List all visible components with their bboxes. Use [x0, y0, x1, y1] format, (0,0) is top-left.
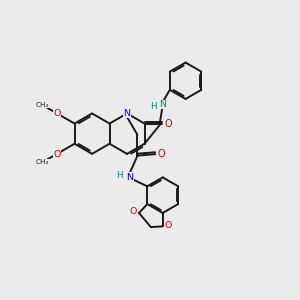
Text: H: H [150, 101, 157, 110]
Text: N: N [160, 100, 167, 109]
Text: O: O [53, 149, 61, 158]
Text: N: N [127, 173, 134, 182]
Text: O: O [129, 207, 137, 216]
Text: N: N [124, 109, 130, 118]
Text: O: O [165, 221, 172, 230]
Text: H: H [116, 171, 122, 180]
Text: O: O [53, 109, 61, 118]
Text: CH₃: CH₃ [36, 159, 49, 165]
Text: CH₃: CH₃ [36, 102, 49, 108]
Text: O: O [158, 149, 165, 159]
Text: O: O [164, 118, 172, 128]
